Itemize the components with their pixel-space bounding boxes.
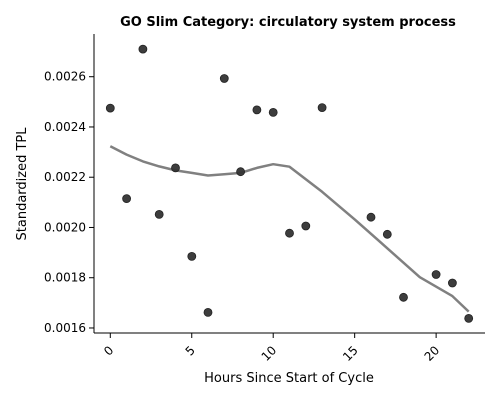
data-point — [447, 278, 457, 288]
data-point — [187, 251, 197, 261]
data-point — [154, 209, 164, 219]
y-axis-label: Standardized TPL — [15, 127, 30, 241]
data-point — [252, 105, 262, 115]
chart-title: GO Slim Category: circulatory system pro… — [120, 15, 456, 30]
data-point — [171, 163, 180, 173]
y-tick-label: 0.0022 — [44, 170, 86, 184]
x-tick-label: 20 — [422, 343, 443, 364]
data-point — [203, 307, 213, 317]
x-axis-label: Hours Since Start of Cycle — [204, 371, 374, 386]
x-tick-label: 10 — [259, 343, 280, 364]
data-point — [122, 194, 131, 204]
data-point — [382, 229, 392, 239]
x-tick-label: 0 — [101, 343, 116, 358]
data-point — [301, 221, 311, 231]
data-point — [268, 108, 278, 117]
y-tick-label: 0.0018 — [44, 271, 86, 285]
x-tick-label: 5 — [183, 343, 198, 358]
data-point — [219, 74, 229, 83]
data-point — [317, 103, 327, 112]
data-point — [138, 44, 148, 54]
y-tick-label: 0.0024 — [44, 120, 86, 134]
data-point — [285, 228, 294, 238]
trend-line — [109, 145, 470, 313]
data-point — [464, 313, 474, 323]
data-point — [399, 292, 408, 302]
y-tick-label: 0.0020 — [44, 220, 86, 234]
x-tick-label: 15 — [340, 343, 361, 364]
y-tick-label: 0.0026 — [44, 70, 86, 84]
y-tick-label: 0.0016 — [44, 321, 86, 335]
data-point — [366, 212, 376, 222]
data-point — [236, 167, 246, 177]
data-point — [431, 270, 441, 279]
plot-area: 0 5 10 15 20 0.0016 0.0018 0.0020 0.0022 0.0024 0.… — [44, 34, 485, 364]
data-point — [105, 103, 115, 113]
